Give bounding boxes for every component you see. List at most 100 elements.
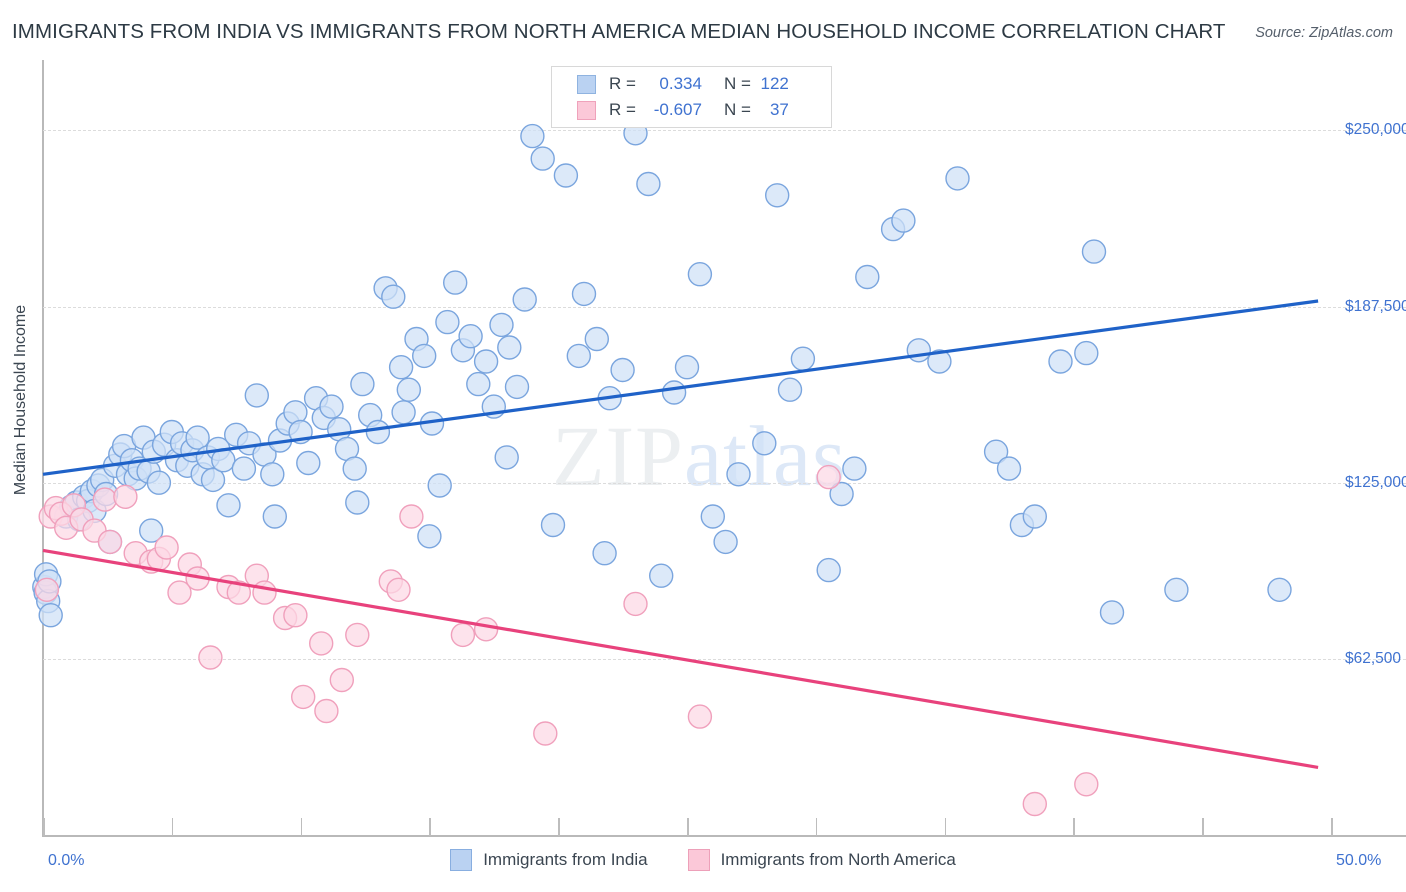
data-point bbox=[1081, 239, 1107, 264]
data-point bbox=[687, 704, 713, 729]
y-axis-line bbox=[42, 60, 44, 836]
gridline bbox=[43, 658, 1406, 660]
x-axis-tick bbox=[558, 818, 560, 836]
data-point bbox=[314, 698, 339, 724]
data-point bbox=[533, 721, 558, 746]
data-point bbox=[34, 577, 60, 602]
x-axis-tick bbox=[171, 818, 174, 836]
series-points-1 bbox=[32, 121, 1292, 628]
data-point bbox=[1074, 772, 1099, 797]
y-axis-tick-label: $187,500 bbox=[1345, 297, 1406, 315]
data-point bbox=[386, 577, 411, 602]
gridline bbox=[43, 130, 1406, 132]
series2-r-label: R = bbox=[609, 100, 636, 119]
data-point bbox=[345, 622, 370, 648]
legend-label-north-america: Immigrants from North America bbox=[720, 850, 956, 869]
data-point bbox=[345, 490, 370, 515]
data-point bbox=[1099, 600, 1125, 625]
data-point bbox=[231, 456, 257, 481]
data-point bbox=[540, 512, 566, 538]
x-axis-tick bbox=[300, 818, 303, 836]
stat-row-series1: R = 0.334 N = 122 bbox=[577, 71, 789, 97]
data-point bbox=[1074, 340, 1099, 366]
data-point bbox=[167, 580, 192, 605]
data-point bbox=[260, 462, 285, 487]
series2-r-value: -0.607 bbox=[653, 100, 702, 119]
data-point bbox=[473, 617, 499, 642]
data-point bbox=[296, 450, 321, 476]
data-point bbox=[216, 493, 241, 518]
data-point bbox=[458, 324, 483, 349]
x-axis-tick bbox=[944, 818, 947, 836]
data-point bbox=[412, 343, 437, 369]
data-point bbox=[553, 163, 579, 188]
data-point bbox=[1267, 577, 1292, 602]
data-point bbox=[829, 481, 854, 507]
data-point bbox=[494, 445, 519, 470]
series2-swatch-icon bbox=[577, 100, 596, 120]
x-axis-tick bbox=[43, 818, 45, 836]
data-point bbox=[945, 166, 970, 191]
x-axis-tick bbox=[687, 818, 689, 836]
gridline bbox=[43, 306, 1406, 308]
data-point bbox=[636, 171, 661, 197]
data-point bbox=[450, 622, 476, 648]
correlation-stats-box: R = 0.334 N = 122 R = -0.607 N = 37 bbox=[551, 66, 832, 128]
x-axis-label-min: 0.0% bbox=[48, 852, 85, 869]
data-point bbox=[927, 349, 952, 374]
data-point bbox=[388, 355, 414, 380]
data-point bbox=[891, 208, 916, 233]
trendline-2 bbox=[42, 548, 1319, 769]
x-axis-tick bbox=[429, 818, 431, 836]
data-point bbox=[1164, 577, 1189, 602]
data-point bbox=[571, 281, 597, 307]
data-point bbox=[350, 371, 375, 397]
data-point bbox=[1048, 349, 1073, 374]
data-point bbox=[584, 326, 609, 352]
data-point bbox=[262, 504, 287, 529]
data-point bbox=[855, 264, 880, 290]
data-point bbox=[391, 400, 416, 425]
data-point bbox=[661, 380, 687, 405]
y-axis-tick-label: $250,000 bbox=[1345, 121, 1406, 139]
data-point bbox=[752, 431, 777, 456]
series1-swatch-icon bbox=[577, 74, 596, 94]
trendline-1 bbox=[42, 299, 1319, 476]
data-point bbox=[996, 456, 1022, 481]
data-point bbox=[154, 535, 179, 560]
data-point bbox=[226, 580, 252, 605]
data-point bbox=[610, 357, 635, 383]
x-axis-tick bbox=[815, 818, 818, 836]
series1-n-value: 122 bbox=[760, 74, 789, 93]
legend-item-india[interactable]: Immigrants from India bbox=[450, 849, 648, 871]
data-point bbox=[329, 667, 354, 693]
data-point bbox=[146, 470, 172, 495]
data-point bbox=[687, 262, 713, 287]
data-point bbox=[244, 383, 269, 408]
data-point bbox=[530, 146, 555, 171]
data-point bbox=[816, 557, 841, 583]
data-point bbox=[200, 467, 226, 493]
legend-swatch-india-icon bbox=[450, 849, 473, 871]
data-point bbox=[816, 464, 841, 490]
data-point bbox=[113, 484, 138, 509]
data-point bbox=[790, 346, 816, 371]
data-point bbox=[381, 284, 406, 309]
series2-n-value: 37 bbox=[769, 100, 789, 119]
data-point bbox=[92, 487, 118, 512]
data-point bbox=[396, 377, 421, 402]
legend-item-north-america[interactable]: Immigrants from North America bbox=[687, 849, 956, 871]
chart-legend: Immigrants from India Immigrants from No… bbox=[0, 849, 1406, 871]
data-point bbox=[592, 541, 617, 566]
data-point bbox=[291, 684, 316, 710]
data-point bbox=[138, 518, 164, 543]
data-point bbox=[435, 309, 460, 335]
data-point bbox=[566, 343, 591, 369]
data-point bbox=[417, 524, 442, 549]
data-point bbox=[497, 335, 522, 360]
data-point bbox=[765, 183, 790, 208]
legend-label-india: Immigrants from India bbox=[483, 850, 648, 869]
data-point bbox=[777, 377, 803, 402]
data-point bbox=[283, 603, 308, 628]
